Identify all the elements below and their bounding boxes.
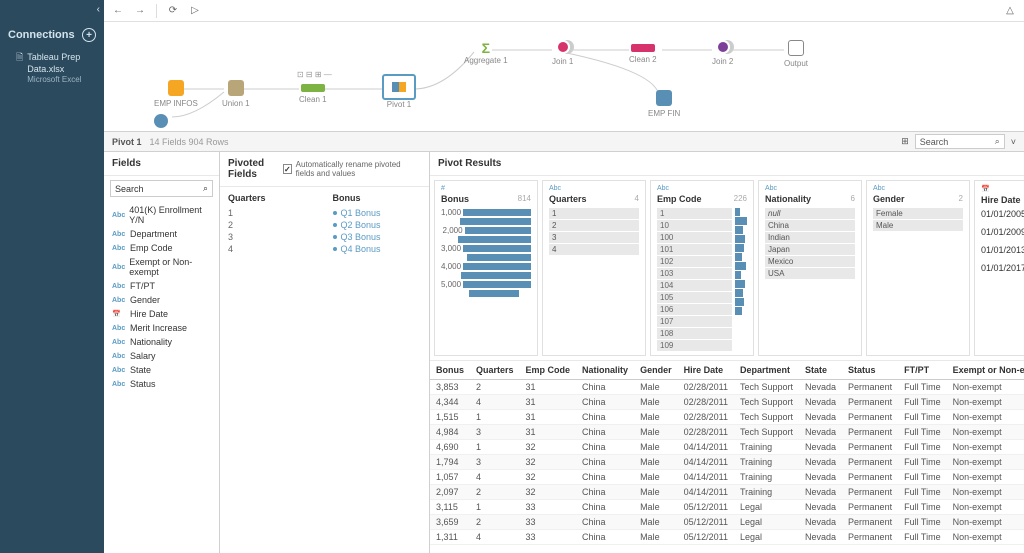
- run-icon[interactable]: ▷: [189, 5, 201, 17]
- table-row[interactable]: 3,853231ChinaMale02/28/2011Tech SupportN…: [430, 380, 1024, 395]
- flow-connections: [104, 22, 1024, 131]
- table-row[interactable]: 4,690132ChinaMale04/14/2011TrainingNevad…: [430, 440, 1024, 455]
- card-empcode[interactable]: AbcEmp Code22611010010110210310410510610…: [650, 180, 754, 356]
- grid-icon[interactable]: ⊞: [901, 136, 909, 147]
- auto-rename-label: Automatically rename pivoted fields and …: [296, 160, 421, 178]
- node-union1[interactable]: Union 1: [222, 80, 250, 108]
- search-icon: ⌕: [995, 136, 1000, 147]
- field-item[interactable]: AbcFT/PT: [104, 279, 219, 293]
- node-clean1[interactable]: Clean 1: [299, 80, 327, 104]
- table-header[interactable]: Status: [842, 361, 898, 380]
- results-panel: Pivot Results #Bonus8141,0002,0003,0004,…: [430, 152, 1024, 553]
- table-header[interactable]: Hire Date: [678, 361, 734, 380]
- auto-rename-checkbox[interactable]: ✓: [283, 164, 292, 174]
- forward-icon[interactable]: →: [134, 5, 146, 17]
- fields-search[interactable]: Search⌕: [110, 180, 213, 197]
- table-header[interactable]: Quarters: [470, 361, 520, 380]
- toolbar: ← → ⟳ ▷ △: [104, 0, 1024, 22]
- field-item[interactable]: AbcEmp Code: [104, 241, 219, 255]
- add-connection-icon[interactable]: +: [82, 28, 96, 42]
- pivoted-header: Pivoted Fields: [228, 158, 279, 180]
- table-row[interactable]: 1,515131ChinaMale02/28/2011Tech SupportN…: [430, 410, 1024, 425]
- field-item[interactable]: AbcNationality: [104, 335, 219, 349]
- table-row[interactable]: 1,057432ChinaMale04/14/2011TrainingNevad…: [430, 470, 1024, 485]
- table-header[interactable]: FT/PT: [898, 361, 947, 380]
- field-item[interactable]: AbcExempt or Non-exempt: [104, 255, 219, 279]
- field-item[interactable]: Abc401(K) Enrollment Y/N: [104, 203, 219, 227]
- field-item[interactable]: AbcState: [104, 363, 219, 377]
- table-row[interactable]: 3,659233ChinaMale05/12/2011LegalNevadaPe…: [430, 515, 1024, 530]
- node-emp-infos[interactable]: EMP INFOS: [154, 80, 198, 108]
- bell-icon[interactable]: △: [1004, 5, 1016, 17]
- field-item[interactable]: 📅Hire Date: [104, 307, 219, 321]
- node-aggregate1[interactable]: ΣAggregate 1: [464, 40, 508, 65]
- table-row[interactable]: 3,115133ChinaMale05/12/2011LegalNevadaPe…: [430, 500, 1024, 515]
- card-quarters[interactable]: AbcQuarters41234: [542, 180, 646, 356]
- table-header[interactable]: Nationality: [576, 361, 634, 380]
- connection-item[interactable]: 🗎 Tableau Prep Data.xlsx Microsoft Excel: [0, 48, 104, 90]
- card-nationality[interactable]: AbcNationality6nullChinaIndianJapanMexic…: [758, 180, 862, 356]
- table-header[interactable]: Gender: [634, 361, 678, 380]
- fields-header: Fields: [104, 152, 219, 176]
- clean-badges: ⊡ ⊟ ⊞ —: [297, 70, 332, 79]
- table-row[interactable]: 4,984331ChinaMale02/28/2011Tech SupportN…: [430, 425, 1024, 440]
- table-row[interactable]: 1,794332ChinaMale04/14/2011TrainingNevad…: [430, 455, 1024, 470]
- fields-panel: Fields Search⌕ Abc401(K) Enrollment Y/NA…: [104, 152, 220, 553]
- node-clean2[interactable]: Clean 2: [629, 40, 657, 64]
- back-icon[interactable]: ←: [112, 5, 124, 17]
- flow-canvas[interactable]: EMP INFOS Union 1 Clean 1 Pivot 1 ΣAggre…: [104, 22, 1024, 132]
- table-header[interactable]: Exempt or Non-exempt: [947, 361, 1024, 380]
- file-icon: 🗎: [16, 52, 23, 64]
- node-pivot1[interactable]: Pivot 1: [382, 74, 416, 109]
- card-bonus[interactable]: #Bonus8141,0002,0003,0004,0005,000: [434, 180, 538, 356]
- node-join2[interactable]: Join 2: [712, 40, 733, 66]
- node-output[interactable]: Output: [784, 40, 808, 68]
- context-title: Pivot 1: [112, 137, 142, 147]
- context-search[interactable]: Search⌕: [915, 134, 1005, 149]
- refresh-icon[interactable]: ⟳: [167, 5, 179, 17]
- quarters-column: Quarters 1234: [220, 187, 325, 553]
- field-item[interactable]: AbcMerit Increase: [104, 321, 219, 335]
- context-meta: 14 Fields 904 Rows: [150, 137, 229, 147]
- card-gender[interactable]: AbcGender2FemaleMale: [866, 180, 970, 356]
- table-row[interactable]: 1,311433ChinaMale05/12/2011LegalNevadaPe…: [430, 530, 1024, 545]
- table-header[interactable]: Bonus: [430, 361, 470, 380]
- field-item[interactable]: AbcGender: [104, 293, 219, 307]
- field-item[interactable]: AbcStatus: [104, 377, 219, 391]
- table-header[interactable]: Department: [734, 361, 799, 380]
- results-table: BonusQuartersEmp CodeNationalityGenderHi…: [430, 361, 1024, 545]
- bonus-column: Bonus Q1 BonusQ2 BonusQ3 BonusQ4 Bonus: [325, 187, 430, 553]
- field-item[interactable]: AbcSalary: [104, 349, 219, 363]
- table-row[interactable]: 4,344431ChinaMale02/28/2011Tech SupportN…: [430, 395, 1024, 410]
- field-item[interactable]: AbcDepartment: [104, 227, 219, 241]
- search-icon: ⌕: [203, 183, 208, 194]
- context-bar: Pivot 1 14 Fields 904 Rows ⊞ Search⌕ ˅: [104, 132, 1024, 152]
- results-header: Pivot Results: [430, 152, 1024, 176]
- table-header[interactable]: Emp Code: [520, 361, 577, 380]
- connections-title: Connections: [8, 29, 75, 41]
- chevron-down-icon[interactable]: ˅: [1011, 137, 1016, 147]
- connections-panel: ‹ Connections + 🗎 Tableau Prep Data.xlsx…: [0, 0, 104, 553]
- node-emp-fin[interactable]: EMP FIN: [648, 90, 680, 118]
- table-header[interactable]: State: [799, 361, 842, 380]
- pivoted-panel: Pivoted Fields ✓ Automatically rename pi…: [220, 152, 430, 553]
- collapse-icon[interactable]: ‹: [97, 4, 100, 15]
- card-hiredate[interactable]: 📅Hire Date01/01/200501/01/200901/01/2013…: [974, 180, 1024, 356]
- node-join1[interactable]: Join 1: [552, 40, 573, 66]
- node-extra[interactable]: [154, 114, 168, 131]
- table-row[interactable]: 2,097232ChinaMale04/14/2011TrainingNevad…: [430, 485, 1024, 500]
